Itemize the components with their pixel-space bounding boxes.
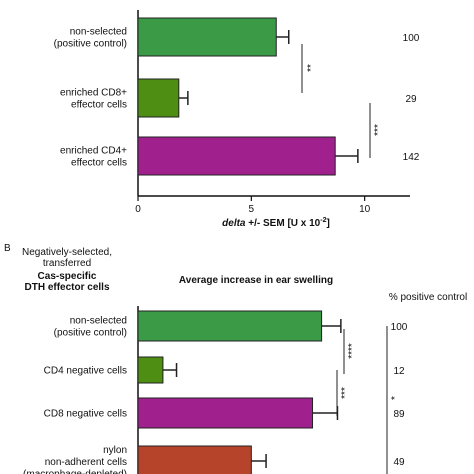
bar <box>137 136 336 176</box>
percent-label: 49 <box>393 457 405 468</box>
percent-label: 100 <box>403 33 420 44</box>
side-heading: transferred <box>43 258 91 269</box>
panel-letter: B <box>4 243 11 254</box>
x-tick-label: 0 <box>135 204 141 215</box>
significance-label: * <box>390 396 401 400</box>
category-label: enriched CD4+ <box>60 146 127 157</box>
side-heading: Negatively-selected, <box>22 247 112 258</box>
category-label: CD4 negative cells <box>44 366 127 377</box>
significance-label: *** <box>340 387 351 399</box>
side-heading-bold: DTH effector cells <box>24 282 109 293</box>
percent-label: 142 <box>403 152 420 163</box>
panel-b: B Negatively-selected,transferred Cas-spec… <box>4 243 467 474</box>
percent-label: 12 <box>393 366 405 377</box>
bar <box>137 445 252 474</box>
category-label: non-selected <box>70 27 127 38</box>
panel-a: non-selected(positive control) 100enriche… <box>54 10 420 229</box>
category-label: enriched CD8+ <box>60 88 127 99</box>
percent-label: 89 <box>393 409 405 420</box>
bar <box>137 17 277 57</box>
x-axis-label-delta: delta <box>222 218 246 229</box>
x-axis-label-body: +/- SEM [U x 10 <box>246 218 321 229</box>
x-axis-label: delta +/- SEM [U x 10-2] <box>222 217 330 229</box>
x-tick-label: 10 <box>359 204 371 215</box>
category-label: effector cells <box>71 158 127 169</box>
side-heading-bold: Cas-specific <box>38 271 97 282</box>
bar <box>137 397 314 429</box>
category-label: nylon <box>103 445 127 456</box>
category-label: (positive control) <box>54 39 127 50</box>
category-label: (positive control) <box>54 328 127 339</box>
percent-label: 100 <box>391 322 408 333</box>
category-label: CD8 negative cells <box>44 409 127 420</box>
column-header: % positive control <box>389 292 467 303</box>
bar <box>137 310 323 342</box>
x-axis-label-exponent: -2 <box>320 217 326 224</box>
chart-title: Average increase in ear swelling <box>179 275 333 286</box>
category-label: non-adherent cells <box>45 457 127 468</box>
x-tick-label: 5 <box>249 204 255 215</box>
category-label: non-selected <box>70 316 127 327</box>
significance-label: *** <box>373 124 384 136</box>
bar <box>137 78 180 118</box>
bar <box>137 356 164 384</box>
category-label: (macrophage-depleted) <box>23 469 127 474</box>
percent-label: 29 <box>405 94 417 105</box>
category-label: effector cells <box>71 100 127 111</box>
x-axis-label-close: ] <box>326 218 329 229</box>
significance-label: **** <box>347 343 358 359</box>
significance-label: ** <box>306 64 317 72</box>
